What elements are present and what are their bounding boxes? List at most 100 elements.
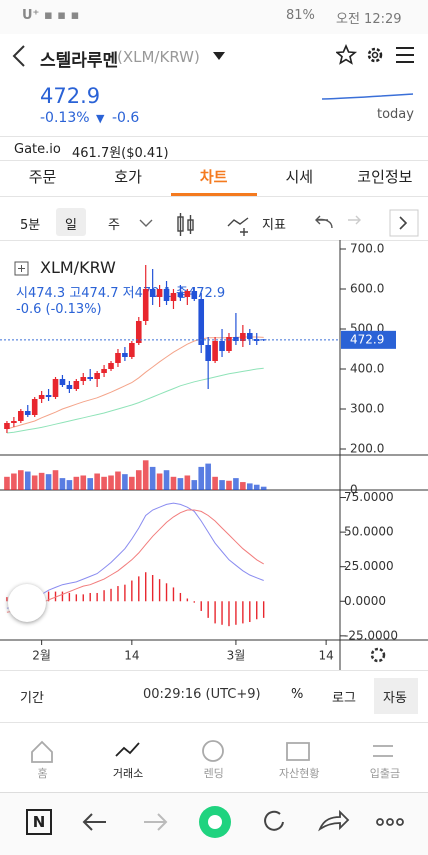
volume-bar (170, 476, 177, 490)
volume-bar (191, 480, 198, 490)
candle-body (66, 385, 73, 389)
period-button[interactable]: 기간 (20, 691, 44, 706)
sparkline (322, 93, 414, 100)
volume-bar (177, 478, 184, 490)
volume-bar (246, 483, 253, 490)
legend-toggle[interactable] (14, 261, 30, 277)
volume-bar (129, 476, 135, 490)
browser-icons[interactable] (80, 805, 420, 839)
candle-body (233, 337, 239, 341)
volume-bar (219, 480, 225, 490)
volume-bar (45, 474, 52, 490)
volume-bar (156, 473, 163, 490)
volume-bar (18, 470, 24, 490)
volume-bar (115, 471, 121, 490)
volume-bar (122, 474, 128, 490)
candle-body (260, 339, 267, 341)
coin-name: 스텔라루멘 (40, 51, 119, 71)
header-icons[interactable] (336, 44, 418, 66)
change-pct: -0.13% (40, 110, 90, 126)
tab[interactable]: 호가 (114, 168, 142, 186)
candle-body (101, 369, 107, 373)
candle-body (149, 289, 156, 297)
back-button[interactable] (10, 44, 30, 68)
candle-body (108, 363, 114, 369)
browser-logo[interactable]: N (26, 809, 52, 835)
candle-body (129, 343, 135, 357)
nav-item[interactable]: 자산현황 (279, 767, 320, 780)
y-tick-label: 25.0000 (344, 559, 394, 573)
candle-body (4, 423, 10, 429)
candle-body (73, 381, 80, 389)
volume-bar (94, 473, 100, 490)
nav-item[interactable]: 렌딩 (203, 767, 224, 780)
toolbar-icons[interactable] (136, 212, 266, 238)
volume-bar (184, 475, 191, 490)
x-tick-label: 2월 (32, 649, 51, 663)
volume-bar (66, 480, 73, 490)
dropdown[interactable] (212, 50, 226, 62)
candle-body (45, 395, 52, 397)
x-tick-label: 3월 (227, 649, 246, 663)
exchange-name: Gate.io (14, 142, 61, 157)
interval-week[interactable]: 주 (108, 218, 120, 233)
auto-button[interactable]: 자동 (383, 691, 407, 706)
indicator-button[interactable]: 지표 (262, 218, 286, 233)
candle-body (80, 377, 87, 381)
clock: 오전 12:29 (336, 12, 402, 27)
settings-icon (370, 647, 386, 663)
tab[interactable]: 시세 (285, 168, 314, 186)
candle-body (52, 379, 59, 397)
legend-change: -0.6 (-0.13%) (16, 302, 102, 317)
volume-bar (198, 466, 205, 490)
chart-logo[interactable] (8, 584, 46, 622)
volume-bar (73, 476, 80, 490)
volume-bar (163, 470, 170, 490)
candle-body (156, 289, 163, 297)
candle-body (226, 337, 232, 351)
candle-body (177, 293, 184, 297)
undo-redo[interactable] (312, 208, 424, 238)
volume-bar (38, 472, 45, 490)
candle-body (198, 299, 205, 345)
volume-bar (142, 460, 149, 490)
browser-bar: N (0, 792, 428, 855)
exchange-price: 461.7원($0.41) (72, 146, 169, 161)
candle-body (219, 341, 225, 351)
nav-item[interactable]: 거래소 (112, 767, 144, 780)
tab[interactable]: 차트 (199, 168, 228, 186)
interval-5m[interactable]: 5분 (20, 218, 41, 233)
interval-selected (56, 208, 86, 236)
candle-body (191, 291, 198, 299)
today-label: today (377, 107, 414, 122)
macd-line (6, 509, 264, 613)
nav-icon (286, 742, 310, 761)
percent-button[interactable]: % (291, 687, 304, 702)
y-tick-label: 0.0000 (344, 594, 386, 608)
candle-body (240, 333, 246, 341)
nav-item[interactable]: 입출금 (369, 767, 401, 780)
candle-body (135, 321, 142, 343)
x-tick-label: 14 (318, 649, 333, 663)
interval-day[interactable]: 일 (65, 218, 77, 233)
legend-high: 고474.7 (69, 286, 119, 301)
nav-item[interactable]: 홈 (37, 767, 48, 780)
battery: 81% (286, 8, 315, 23)
y-tick-label: 75.0000 (344, 490, 394, 504)
candle-body (31, 399, 38, 415)
candle-body (184, 291, 191, 297)
candle-body (38, 395, 45, 399)
volume-bar (226, 480, 232, 490)
legend-symbol: XLM/KRW (40, 258, 116, 277)
tab[interactable]: 주문 (28, 168, 57, 186)
x-tick-label: 14 (124, 649, 139, 663)
volume-bar (24, 471, 31, 490)
volume-bar (149, 466, 156, 490)
volume-bar (52, 470, 59, 490)
y-tick-label: 300.0 (350, 402, 384, 416)
log-button[interactable]: 로그 (332, 691, 356, 706)
legend-open: 시474.3 (16, 286, 66, 301)
y-tick-label: 0 (350, 483, 358, 497)
tab[interactable]: 코인정보 (357, 168, 413, 186)
candle-body (115, 353, 121, 363)
